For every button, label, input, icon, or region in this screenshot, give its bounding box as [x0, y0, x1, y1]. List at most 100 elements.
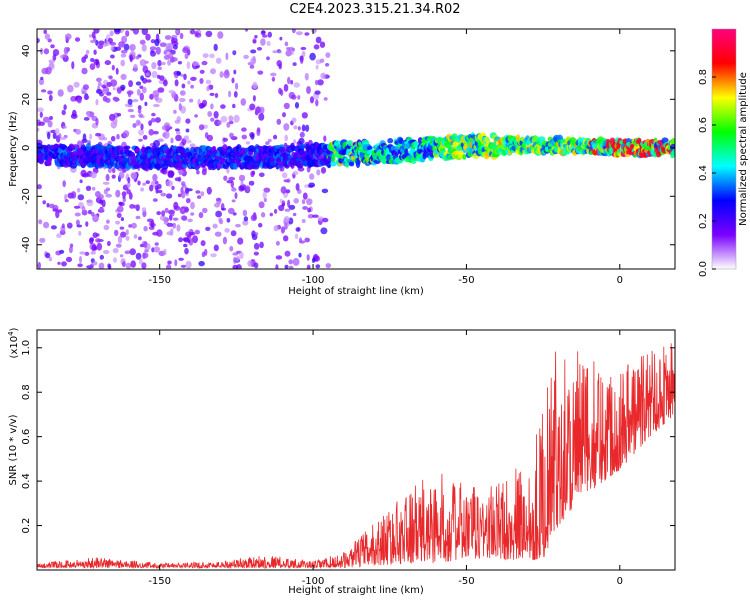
heatmap-noise-cell [287, 199, 291, 208]
heatmap-noise-cell [152, 198, 158, 202]
heatmap-noise-cell [64, 193, 68, 201]
heatmap-noise-cell [168, 89, 175, 94]
heatmap-noise-cell [280, 186, 287, 194]
heatmap-noise-cell [260, 212, 266, 218]
snr-y-scale-label: (x104) [7, 327, 20, 358]
heatmap-noise-cell [140, 75, 145, 81]
heatmap-noise-cell [163, 122, 171, 130]
heatmap-noise-cell [92, 186, 96, 191]
heatmap-noise-cell [231, 199, 236, 203]
heatmap-noise-cell [164, 35, 172, 40]
snr-x-axis-title: Height of straight line (km) [288, 585, 424, 596]
heatmap-noise-cell [122, 130, 130, 138]
heatmap-noise-cell [142, 182, 147, 186]
heatmap-noise-cell [48, 59, 55, 64]
heatmap-noise-cell [293, 125, 298, 130]
heatmap-noise-cell [288, 265, 294, 269]
heatmap-noise-cell [93, 58, 100, 66]
heatmap-noise-cell [175, 134, 182, 142]
heatmap-noise-cell [126, 182, 131, 188]
heatmap-noise-cell [150, 50, 156, 57]
heatmap-noise-cell [175, 29, 180, 35]
heatmap-noise-cell [205, 226, 211, 231]
heatmap-noise-cell [295, 227, 301, 232]
heatmap-noise-cell [138, 258, 143, 265]
heatmap-noise-cell [128, 80, 134, 88]
heatmap-ridge-cell [155, 163, 161, 171]
heatmap-noise-cell [270, 72, 277, 77]
heatmap-noise-cell [87, 111, 91, 118]
heatmap-noise-cell [139, 85, 144, 89]
heatmap-noise-cell [142, 135, 148, 140]
heatmap-noise-cell [276, 60, 283, 67]
colorbar-label: Normalized spectral amplitude [738, 72, 749, 226]
heatmap-noise-cell [190, 201, 195, 210]
heatmap-noise-cell [166, 264, 172, 269]
y-tick-label: 0.4 [21, 473, 32, 489]
heatmap-noise-cell [182, 47, 189, 54]
heatmap-noise-cell [314, 79, 319, 86]
heatmap-noise-cell [304, 237, 311, 243]
heatmap-noise-cell [130, 171, 138, 180]
heatmap-noise-cell [304, 72, 309, 81]
heatmap-noise-cell [97, 44, 104, 50]
heatmap-noise-cell [222, 236, 227, 245]
heatmap-noise-cell [284, 264, 289, 269]
heatmap-noise-cell [190, 84, 194, 89]
heatmap-noise-cell [103, 188, 108, 195]
heatmap-noise-cell [128, 224, 133, 228]
heatmap-noise-cell [288, 259, 294, 265]
heatmap-noise-cell [230, 230, 237, 237]
heatmap-noise-cell [105, 97, 111, 103]
x-tick-label: -150 [148, 576, 171, 587]
heatmap-ridge-cell [299, 143, 306, 149]
heatmap-noise-cell [320, 227, 328, 235]
heatmap-noise-cell [130, 29, 136, 32]
heatmap-noise-cell [127, 177, 131, 184]
heatmap-noise-cell [149, 184, 154, 192]
heatmap-noise-cell [56, 233, 62, 238]
heatmap-noise-cell [214, 231, 222, 237]
heatmap-noise-cell [256, 127, 261, 133]
heatmap-noise-cell [253, 262, 259, 269]
heatmap-noise-cell [112, 247, 119, 254]
heatmap-noise-cell [283, 235, 289, 242]
heatmap-noise-cell [39, 237, 46, 243]
heatmap-noise-cell [141, 262, 147, 269]
heatmap-noise-cell [109, 30, 114, 37]
heatmap-noise-cell [205, 79, 212, 85]
heatmap-noise-cell [107, 263, 111, 269]
heatmap-noise-cell [49, 203, 55, 209]
heatmap-noise-cell [283, 216, 290, 223]
heatmap-ridge-cell [387, 138, 394, 144]
heatmap-noise-cell [311, 257, 316, 263]
heatmap-ridge-cell [348, 161, 355, 167]
heatmap-noise-cell [159, 75, 165, 81]
heatmap-noise-cell [243, 216, 249, 222]
spectrogram-panel: -150 -100 -50 0 -40 -20 0 20 40 Height of straig… [8, 28, 676, 297]
heatmap-noise-cell [250, 49, 257, 54]
heatmap-noise-cell [143, 225, 148, 232]
heatmap-noise-cell [242, 219, 249, 226]
heatmap-noise-cell [141, 29, 148, 36]
heatmap-noise-cell [250, 133, 255, 140]
heatmap-noise-cell [148, 129, 154, 136]
heatmap-noise-cell [37, 127, 40, 132]
heatmap-noise-cell [306, 86, 311, 94]
heatmap-noise-cell [231, 77, 235, 84]
colorbar-tick-label: 0.8 [698, 69, 709, 85]
heatmap-noise-cell [176, 224, 181, 232]
heatmap-noise-cell [213, 111, 219, 119]
heatmap-noise-cell [321, 188, 329, 194]
heatmap-noise-cell [154, 117, 161, 123]
heatmap-noise-cell [150, 39, 156, 44]
heatmap-noise-cell [132, 123, 137, 128]
heatmap-noise-cell [67, 84, 74, 93]
heatmap-noise-cell [92, 261, 98, 266]
heatmap-noise-cell [177, 193, 182, 198]
heatmap-noise-cell [98, 194, 104, 200]
heatmap-noise-cell [140, 123, 144, 131]
heatmap-noise-cell [95, 238, 101, 243]
heatmap-noise-cell [179, 32, 184, 40]
heatmap-noise-cell [293, 198, 300, 204]
